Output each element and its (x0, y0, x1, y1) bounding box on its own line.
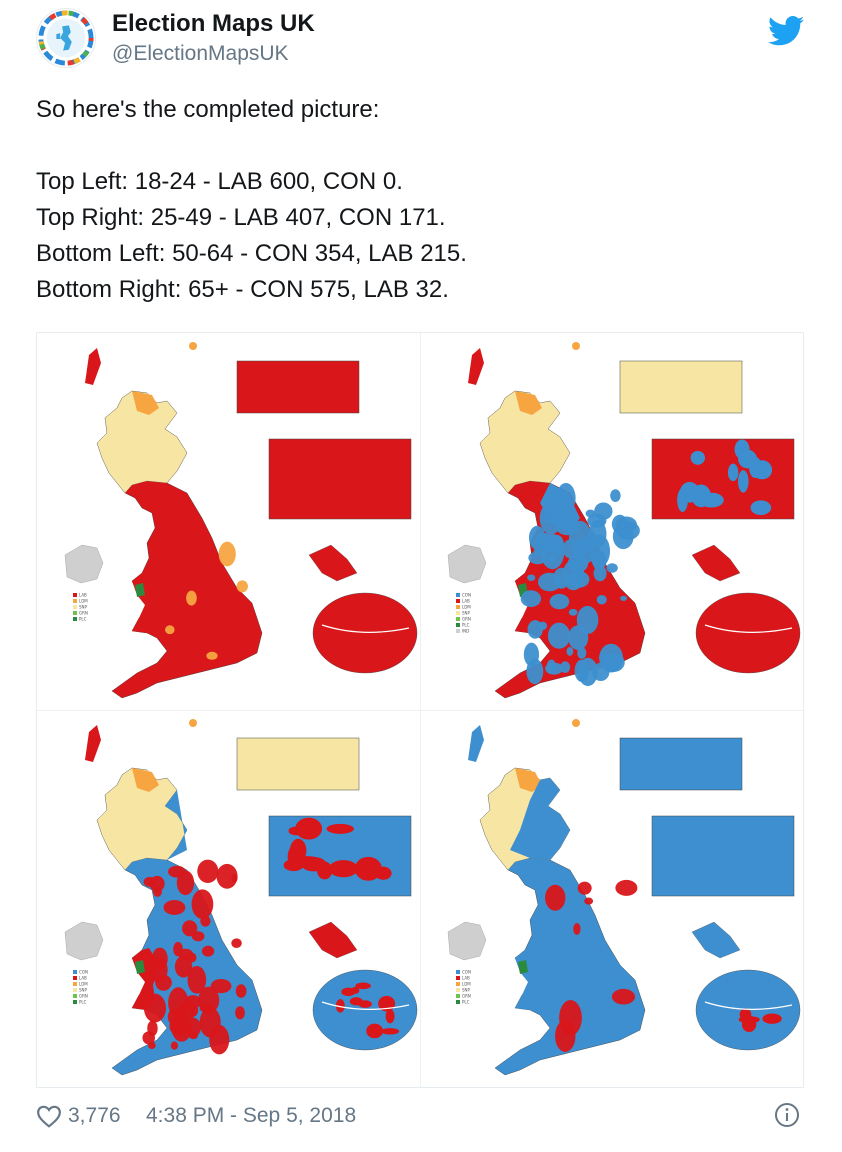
heart-icon[interactable] (36, 1104, 62, 1128)
legend-label: CON (79, 970, 88, 975)
legend-label: PLC (462, 1000, 470, 1005)
map-panel-top-left: LAB LDM SNP GRN PLC (37, 333, 420, 710)
twitter-bird-icon[interactable] (768, 16, 804, 46)
legend-label: LDM (462, 605, 471, 610)
legend-label: GRN (462, 617, 471, 622)
tweet-footer: 3,776 4:38 PM - Sep 5, 2018 (36, 1100, 806, 1136)
map-panel-bottom-right: CON LAB LDM SNP GRN PLC (420, 710, 803, 1087)
tweet-timestamp[interactable]: 4:38 PM - Sep 5, 2018 (146, 1104, 357, 1127)
legend-label: PLC (79, 1000, 87, 1005)
legend-label: LAB (79, 976, 87, 981)
legend-label: CON (462, 970, 471, 975)
author-name[interactable]: Election Maps UK (112, 10, 315, 37)
legend-label: CON (462, 593, 471, 598)
tweet-media-image[interactable]: LAB LDM SNP GRN PLC CON LAB LDM SNP GRN PLC IND CO… (36, 332, 804, 1088)
legend-label: GRN (79, 994, 88, 999)
globe-avatar-icon (37, 9, 95, 67)
info-icon[interactable] (774, 1102, 800, 1128)
tweet-line: Bottom Right: 65+ - CON 575, LAB 32. (36, 276, 449, 303)
tweet-text: So here's the completed picture: Top Lef… (36, 92, 816, 308)
legend-label: SNP (462, 988, 471, 993)
legend-label: GRN (79, 611, 88, 616)
legend-label: LDM (79, 982, 88, 987)
author-avatar[interactable] (36, 8, 96, 68)
legend-label: SNP (462, 611, 471, 616)
legend-label: GRN (462, 994, 471, 999)
legend-label: SNP (79, 988, 88, 993)
tweet-header: Election Maps UK @ElectionMapsUK (36, 8, 812, 72)
legend-label: PLC (462, 623, 470, 628)
legend-label: LDM (79, 599, 88, 604)
legend-label: LAB (79, 593, 87, 598)
legend-label: LDM (462, 982, 471, 987)
map-panel-bottom-left: CON LAB LDM SNP GRN PLC (37, 710, 420, 1087)
tweet-line: So here's the completed picture: (36, 96, 380, 123)
author-handle[interactable]: @ElectionMapsUK (112, 42, 289, 65)
legend-label: LAB (462, 599, 470, 604)
tweet-line: Top Left: 18-24 - LAB 600, CON 0. (36, 168, 403, 195)
tweet-line: Bottom Left: 50-64 - CON 354, LAB 215. (36, 240, 467, 267)
legend-label: SNP (79, 605, 88, 610)
map-panel-top-right: CON LAB LDM SNP GRN PLC IND (420, 333, 803, 710)
legend-label: PLC (79, 617, 87, 622)
legend-label: LAB (462, 976, 470, 981)
like-count[interactable]: 3,776 (68, 1104, 121, 1127)
legend-label: IND (462, 629, 469, 634)
tweet-line: Top Right: 25-49 - LAB 407, CON 171. (36, 204, 446, 231)
